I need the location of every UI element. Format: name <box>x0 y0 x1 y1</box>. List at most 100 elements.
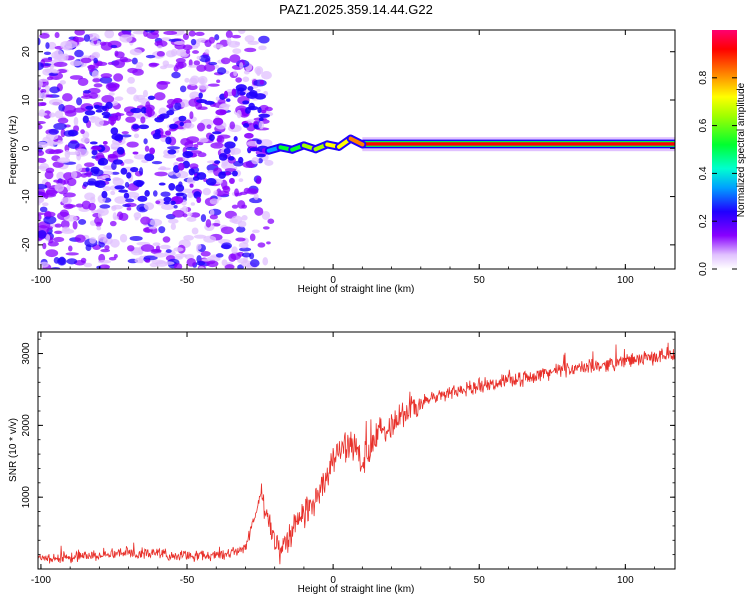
spectrogram-cluster-blob <box>105 101 113 110</box>
spectrogram-noise-blob <box>54 110 64 119</box>
spectrogram-noise-blob <box>148 62 158 68</box>
spectrogram-noise-blob <box>62 226 70 232</box>
spectrogram-noise-blob <box>114 196 128 204</box>
spectrogram-noise-blob <box>136 61 144 68</box>
spectrogram-cluster-blob <box>97 159 105 166</box>
spectrogram-noise-blob <box>209 214 218 220</box>
spectrogram-noise-blob <box>163 64 175 68</box>
spectrogram-noise-blob <box>80 173 88 178</box>
spectrogram-cluster-blob <box>126 172 132 179</box>
spectrogram-noise-blob <box>235 237 246 242</box>
colorbar-label: Normalized spectral amplitude <box>736 82 747 217</box>
spectrogram-ytick-label: 20 <box>21 46 32 58</box>
spectrogram-noise-blob <box>154 92 166 101</box>
spectrogram-noise-blob <box>187 191 194 199</box>
spectrogram-cluster-blob <box>89 141 98 145</box>
snr-xtick-label: 100 <box>617 575 634 586</box>
spectrogram-noise-blob <box>92 78 101 83</box>
spectrogram-noise-blob <box>60 219 70 229</box>
spectrogram-noise-blob <box>38 121 46 125</box>
spectrogram-noise-blob <box>236 109 242 119</box>
spectrogram-noise-blob <box>80 129 85 135</box>
spectrogram-cluster-blob <box>111 133 123 141</box>
spectrogram-noise-blob <box>175 170 189 179</box>
spectrogram-noise-blob <box>105 82 120 91</box>
spectrogram-noise-blob <box>65 252 79 256</box>
spectrogram-noise-blob <box>254 206 264 216</box>
spectrogram-noise-blob <box>193 143 199 149</box>
spectrogram-noise-blob <box>238 178 244 183</box>
spectrogram-noise-blob <box>144 30 156 33</box>
spectrogram-noise-blob <box>224 264 235 269</box>
spectrogram-noise-blob <box>98 259 112 264</box>
spectrogram-noise-blob <box>47 41 57 50</box>
spectrogram-noise-blob <box>220 57 231 65</box>
spectrogram-noise-blob <box>217 134 231 139</box>
spectrogram-noise-blob <box>119 34 133 43</box>
spectrogram-noise-blob <box>94 117 104 127</box>
spectrogram-noise-blob <box>83 262 93 268</box>
spectrogram-noise-blob <box>86 170 92 178</box>
spectrogram-noise-blob <box>54 230 63 235</box>
spectrogram-noise-blob <box>193 234 207 239</box>
spectrogram-noise-blob <box>151 259 166 265</box>
spectrogram-noise-blob <box>153 252 167 258</box>
spectrogram-noise-blob <box>80 137 90 143</box>
spectrogram-xtick-label: -50 <box>180 275 195 286</box>
spectrogram-noise-blob <box>228 40 240 48</box>
spectrogram-noise-blob <box>38 150 45 156</box>
spectrogram-noise-blob <box>241 215 248 221</box>
spectrogram-noise-blob <box>38 37 41 46</box>
spectrogram-noise-blob <box>145 101 151 109</box>
spectrogram-cluster-blob <box>260 109 267 114</box>
spectrogram-ytick-label: 10 <box>21 94 32 106</box>
spectrogram-noise-blob <box>83 34 91 42</box>
spectrogram-ylabel: Frequency (Hz) <box>8 116 19 185</box>
spectrogram-noise-blob <box>80 257 87 263</box>
spectrogram-noise-blob <box>173 263 183 269</box>
spectrogram-noise-blob <box>43 110 52 119</box>
snr-xtick-label: 0 <box>330 575 336 586</box>
spectrogram-noise-blob <box>100 248 111 253</box>
spectrogram-noise-blob <box>204 49 210 55</box>
spectrogram-noise-blob <box>133 94 140 102</box>
spectrogram-noise-blob <box>114 215 119 220</box>
spectrogram-noise-blob <box>202 187 211 196</box>
spectrogram-cluster-blob <box>175 184 185 192</box>
spectrogram-cluster-blob <box>182 150 194 159</box>
spectrogram-noise-blob <box>205 219 212 228</box>
spectrogram-noise-blob <box>239 247 252 252</box>
spectrogram-noise-blob <box>132 68 144 76</box>
spectrogram-noise-blob <box>38 200 41 206</box>
spectrogram-xtick-label: -100 <box>31 275 51 286</box>
spectrogram-cluster-blob <box>218 171 227 179</box>
snr-xtick-label: -100 <box>31 575 51 586</box>
spectrogram-noise-blob <box>246 140 259 147</box>
spectrogram-cluster-blob <box>166 104 174 109</box>
spectrogram-noise-blob <box>239 191 248 196</box>
spectrogram-noise-blob <box>73 116 79 126</box>
spectrogram-noise-blob <box>66 177 77 187</box>
spectrogram-noise-blob <box>243 70 250 75</box>
spectrogram-noise-blob <box>144 259 151 263</box>
spectrogram-cluster-blob <box>166 110 175 116</box>
spectrogram-noise-blob <box>96 226 102 231</box>
spectrogram-noise-blob <box>210 142 224 149</box>
spectrogram-cluster-blob <box>112 159 124 165</box>
spectrogram-noise-blob <box>196 122 206 132</box>
spectrogram-noise-blob <box>93 57 98 64</box>
spectrogram-noise-blob <box>97 210 103 219</box>
spectrogram-noise-blob <box>82 181 89 187</box>
spectrogram-cluster-blob <box>242 100 250 105</box>
spectrogram-cluster-blob <box>177 162 185 171</box>
spectrogram-ytick-label: -10 <box>21 189 32 204</box>
spectrogram-noise-blob <box>216 79 221 84</box>
spectrogram-noise-blob <box>56 171 65 181</box>
spectrogram-noise-blob <box>73 107 86 113</box>
spectrogram-noise-blob <box>143 255 158 261</box>
spectrogram-noise-blob <box>157 167 171 171</box>
spectrogram-cluster-blob <box>257 106 262 114</box>
spectrogram-noise-blob <box>140 244 155 252</box>
spectrogram-cluster-blob <box>114 185 125 190</box>
